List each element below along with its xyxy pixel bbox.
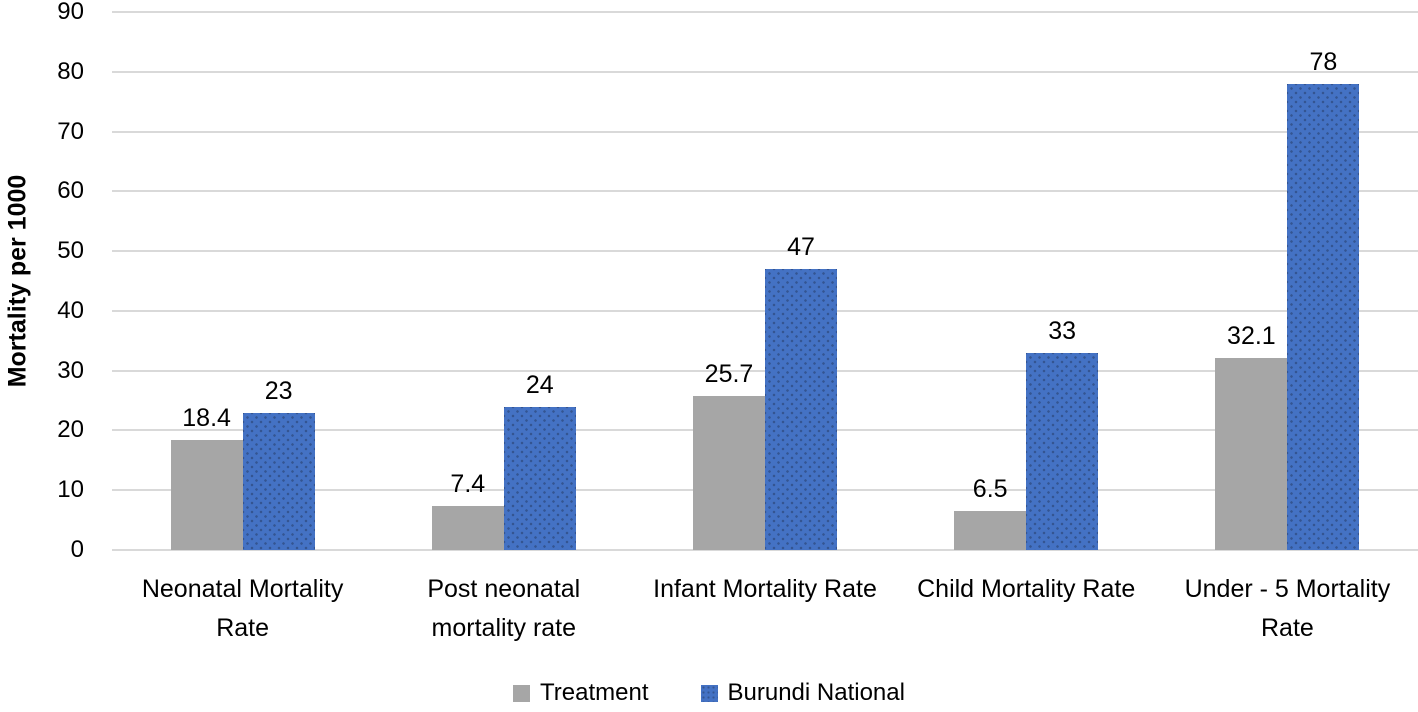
legend-swatch-icon: [700, 684, 718, 702]
bar-value-label: 32.1: [1227, 322, 1276, 351]
bar-value-label: 33: [1048, 316, 1077, 345]
y-tick-label: 0: [70, 536, 84, 563]
y-tick-label: 20: [57, 416, 84, 444]
bar-value-label: 18.4: [182, 404, 231, 432]
bar-value-label: 6.5: [972, 475, 1008, 504]
legend-label: Treatment: [540, 679, 649, 706]
category-label-line: mortality rate: [431, 614, 577, 642]
y-tick-label: 80: [57, 57, 84, 85]
category-label-line: Neonatal Mortality: [141, 575, 344, 603]
y-tick-label: 30: [57, 356, 84, 384]
bar-treatment: [693, 396, 765, 550]
bar-value-label: 7.4: [450, 469, 486, 498]
bar-burundi-national: [242, 412, 315, 550]
y-tick-label: 50: [57, 237, 84, 265]
bar-value-label: 23: [264, 376, 293, 405]
y-tick-label: 40: [57, 296, 84, 324]
gridline: [112, 549, 1418, 551]
legend-swatch-icon: [513, 684, 531, 702]
category-label-line: Rate: [216, 614, 269, 642]
y-tick-label: 10: [57, 476, 84, 504]
bar-burundi-national: [1026, 352, 1099, 550]
y-tick-label: 90: [57, 0, 84, 25]
bar-value-label: 25.7: [704, 360, 754, 389]
bar-burundi-national: [765, 269, 837, 550]
bar-value-label: 47: [787, 233, 815, 262]
category-label-line: Infant Mortality Rate: [653, 575, 877, 603]
category-label-line: Under - 5 Mortality: [1184, 575, 1391, 603]
gridline: [112, 130, 1418, 133]
legend: Treatment Burundi National: [0, 679, 1418, 707]
category-label: Neonatal Mortality Rate: [93, 570, 393, 648]
gridline: [112, 190, 1418, 193]
category-label: Post neonatal mortality rate: [354, 570, 654, 648]
category-label: Child Mortality Rate: [876, 570, 1176, 609]
y-tick-label: 70: [57, 117, 84, 145]
bar-treatment: [431, 505, 504, 550]
bar-value-label: 78: [1309, 47, 1338, 76]
bar-burundi-national: [1287, 83, 1360, 550]
y-tick-label: 60: [57, 177, 84, 205]
bar-burundi-national: [503, 406, 576, 550]
bar-treatment: [1215, 358, 1288, 550]
category-label: Under - 5 Mortality Rate: [1137, 570, 1418, 648]
category-label-line: Child Mortality Rate: [917, 575, 1136, 603]
gridline: [112, 250, 1418, 253]
legend-label: Burundi National: [727, 679, 905, 706]
category-label-line: Rate: [1260, 614, 1314, 642]
gridline: [112, 70, 1418, 73]
bar-value-label: 24: [525, 370, 554, 399]
category-label: Infant Mortality Rate: [615, 570, 915, 609]
legend-item-burundi-national: Burundi National: [700, 679, 905, 707]
category-label-line: Post neonatal: [427, 575, 581, 603]
legend-item-treatment: Treatment: [513, 679, 649, 707]
gridline: [112, 11, 1418, 13]
bar-treatment: [170, 440, 243, 550]
bar-treatment: [954, 511, 1027, 550]
